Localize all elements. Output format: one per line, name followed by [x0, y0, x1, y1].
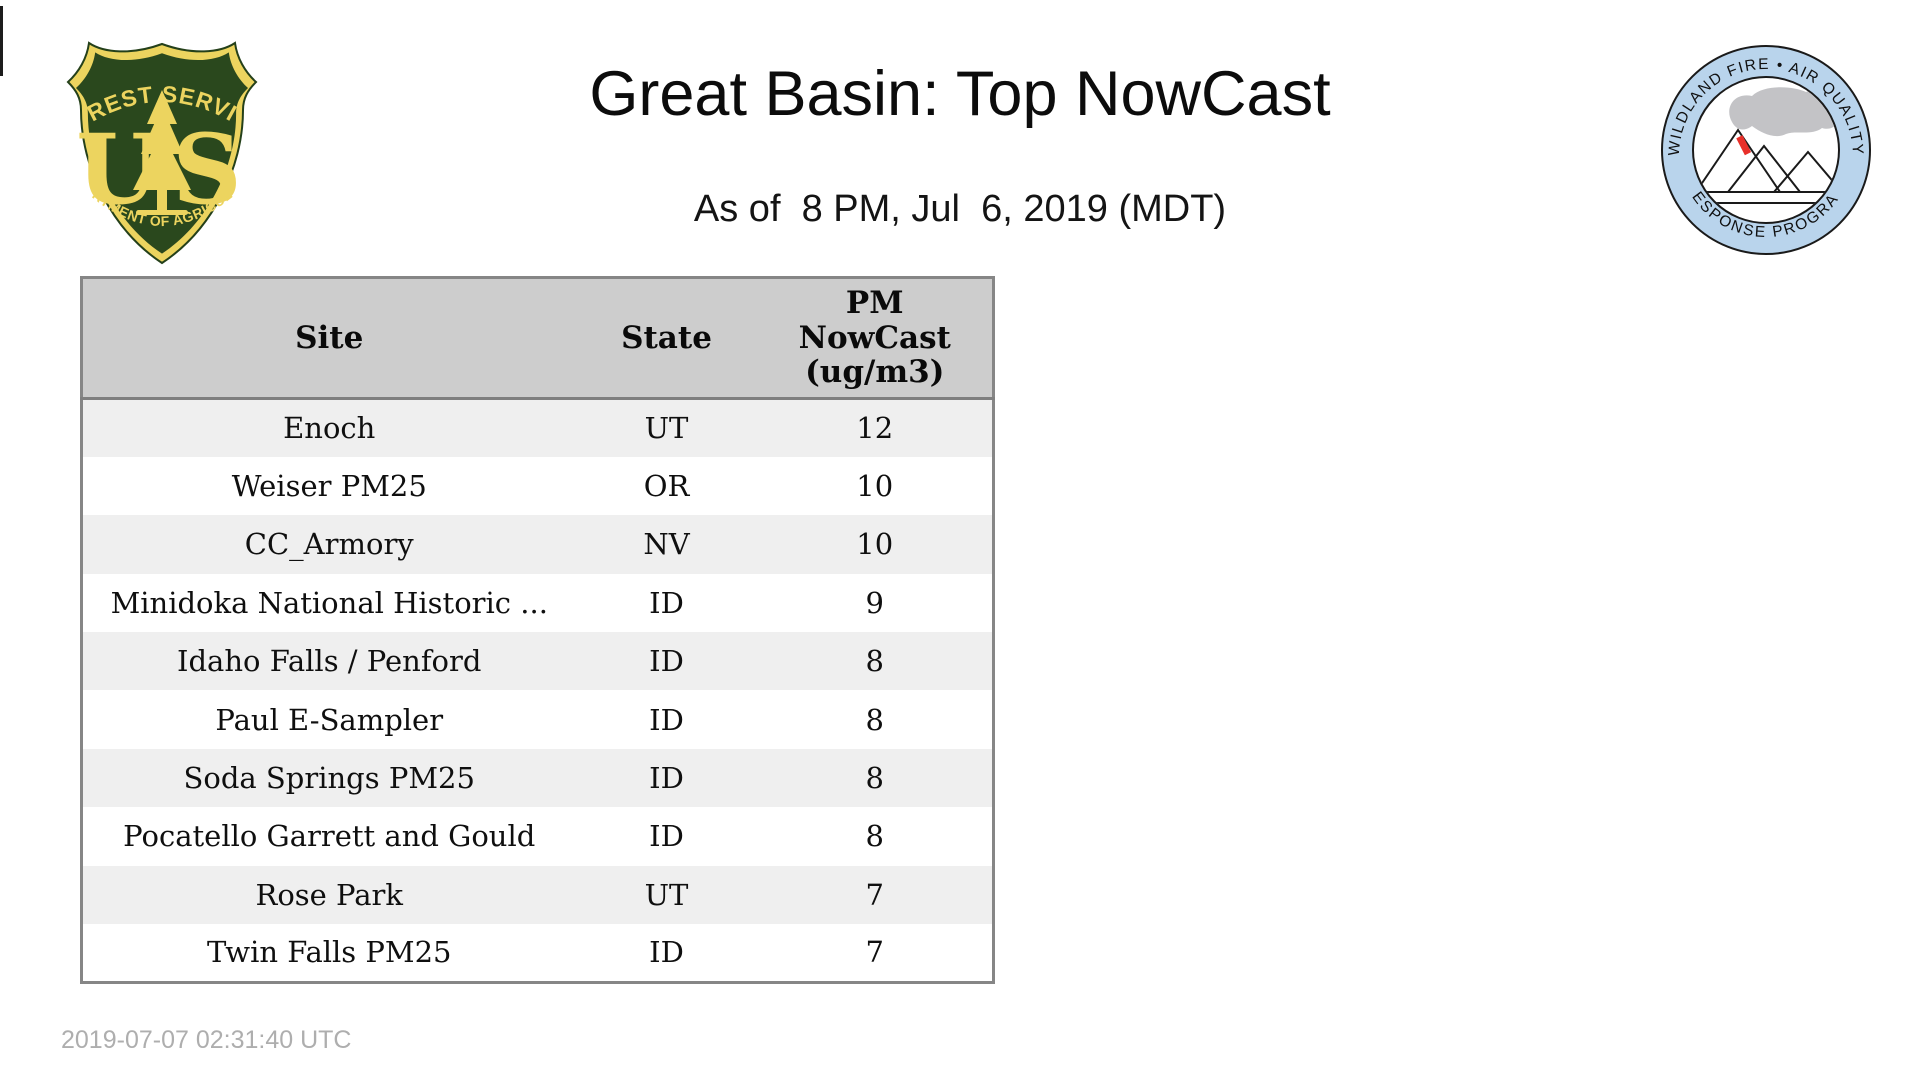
- table-row: Paul E-Sampler ID 8: [81, 690, 994, 749]
- table-row: Minidoka National Historic ... ID 9: [81, 573, 994, 633]
- smoke-cloud: [1729, 87, 1838, 137]
- table-header-row: Site State PM NowCast (ug/m3): [81, 277, 994, 400]
- value-cell: 8: [757, 807, 994, 866]
- site-cell: Paul E-Sampler: [81, 690, 576, 749]
- site-cell: Rose Park: [81, 865, 576, 925]
- site-cell: Twin Falls PM25: [81, 924, 576, 983]
- site-cell: Minidoka National Historic ...: [81, 573, 576, 633]
- col-header-pm-nowcast: PM NowCast (ug/m3): [757, 277, 994, 400]
- table-row: Weiser PM25 OR 10: [81, 456, 994, 516]
- value-cell: 10: [757, 515, 994, 574]
- state-cell: UT: [575, 398, 758, 457]
- site-cell: Weiser PM25: [81, 456, 576, 516]
- value-cell: 8: [757, 632, 994, 691]
- wfaqrp-badge-logo: WILDLAND FIRE • AIR QUALITY RESPONSE PRO…: [1656, 40, 1871, 255]
- state-cell: ID: [575, 748, 758, 808]
- state-cell: ID: [575, 690, 758, 749]
- state-cell: UT: [575, 865, 758, 925]
- site-cell: Idaho Falls / Penford: [81, 632, 576, 691]
- table-row: Idaho Falls / Penford ID 8: [81, 632, 994, 691]
- value-cell: 9: [757, 573, 994, 633]
- table-row: Soda Springs PM25 ID 8: [81, 748, 994, 808]
- state-cell: OR: [575, 456, 758, 516]
- pine-tree-icon: [133, 90, 191, 215]
- state-cell: ID: [575, 573, 758, 633]
- value-cell: 7: [757, 865, 994, 925]
- state-cell: ID: [575, 807, 758, 866]
- screen-edge-artifact: [0, 6, 3, 76]
- table-row: Pocatello Garrett and Gould ID 8: [81, 807, 994, 866]
- table-row: CC_Armory NV 10: [81, 515, 994, 574]
- usfs-letter-s: S: [172, 113, 241, 226]
- site-cell: Enoch: [81, 398, 576, 457]
- table-row: Rose Park UT 7: [81, 865, 994, 925]
- value-cell: 7: [757, 924, 994, 983]
- col-header-site: Site: [81, 277, 576, 400]
- site-cell: Pocatello Garrett and Gould: [81, 807, 576, 866]
- page-subtitle: As of 8 PM, Jul 6, 2019 (MDT): [693, 188, 1227, 230]
- site-cell: CC_Armory: [81, 515, 576, 574]
- value-cell: 8: [757, 748, 994, 808]
- usfs-shield-logo: FOREST SERVICE U S DEPARTMENT OF AGRICUL…: [62, 38, 258, 265]
- value-cell: 8: [757, 690, 994, 749]
- value-cell: 10: [757, 456, 994, 516]
- site-cell: Soda Springs PM25: [81, 748, 576, 808]
- table-row: Enoch UT 12: [81, 398, 994, 457]
- state-cell: NV: [575, 515, 758, 574]
- flame-icon: [1736, 135, 1752, 156]
- value-cell: 12: [757, 398, 994, 457]
- nowcast-table: Site State PM NowCast (ug/m3) Enoch UT 1…: [80, 276, 995, 984]
- generated-timestamp: 2019-07-07 02:31:40 UTC: [61, 1026, 352, 1054]
- table-row: Twin Falls PM25 ID 7: [81, 924, 994, 983]
- state-cell: ID: [575, 924, 758, 983]
- state-cell: ID: [575, 632, 758, 691]
- page-title: Great Basin: Top NowCast: [589, 59, 1331, 129]
- col-header-state: State: [575, 277, 758, 400]
